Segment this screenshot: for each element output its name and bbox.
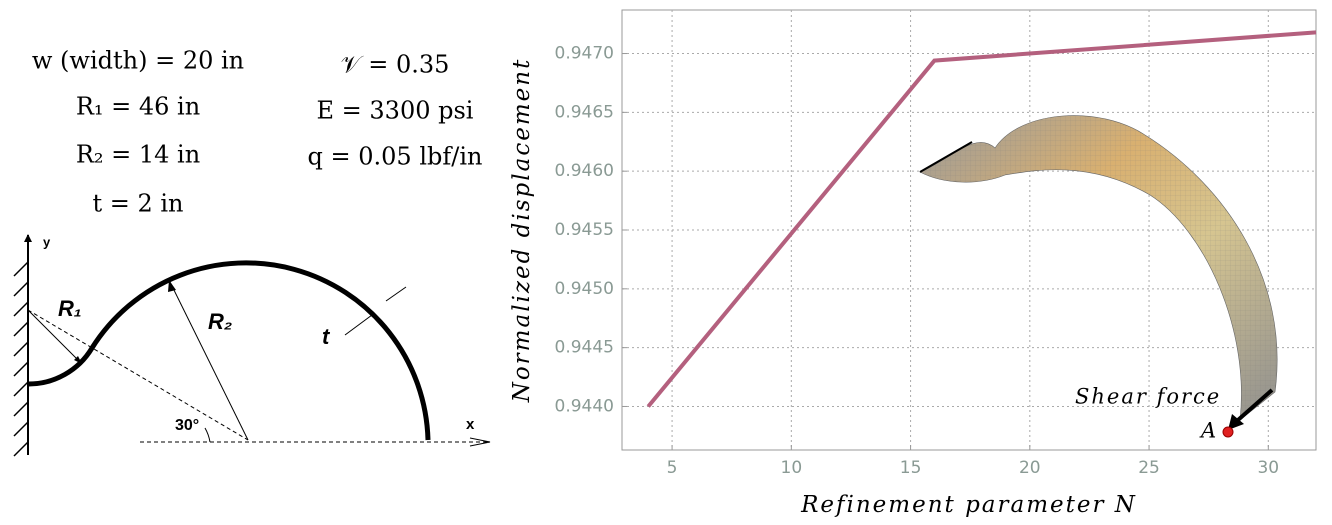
y-tick-label: 0.9465 <box>555 102 614 122</box>
shell-profile <box>28 263 428 440</box>
thickness-arrow <box>345 315 372 335</box>
y-tick-label: 0.9470 <box>555 44 614 64</box>
x-tick-label: 25 <box>1138 458 1160 478</box>
parameter: w (width) = 20 in <box>32 47 244 75</box>
annotation: A <box>1199 419 1216 443</box>
parameter: E = 3300 psi <box>317 97 474 125</box>
parameter: R₁ = 46 in <box>76 93 200 121</box>
angle-label: 30° <box>175 417 199 434</box>
point-a <box>1223 427 1233 437</box>
x-tick-label: 10 <box>781 458 803 478</box>
parameter: t = 2 in <box>92 190 183 218</box>
y-tick-label: 0.9440 <box>555 396 614 416</box>
x-tick-label: 5 <box>667 458 678 478</box>
y-axis-label: Normalized displacement <box>509 58 535 404</box>
x-axis-label: Refinement parameter N <box>800 492 1137 518</box>
figure-canvas: w (width) = 20 in R₁ = 46 in R₂ = 14 in … <box>0 0 1332 525</box>
x-tick-label: 30 <box>1257 458 1279 478</box>
thickness-arrow <box>386 287 406 301</box>
parameter: q = 0.05 lbf/in <box>308 143 483 171</box>
axis-label: y <box>43 234 51 249</box>
axis-label: x <box>466 416 475 433</box>
y-tick-label: 0.9455 <box>555 220 614 240</box>
x-tick-label: 15 <box>900 458 922 478</box>
parameter: R₂ = 14 in <box>76 141 200 169</box>
annotation: Shear force <box>1075 385 1221 409</box>
y-tick-label: 0.9445 <box>555 338 614 358</box>
wall-hatch <box>14 262 28 456</box>
radius-label: R₁ <box>58 296 82 321</box>
geometry-sketch: y x R₁ R₂ t 30° <box>14 234 490 456</box>
y-tick-label: 0.9450 <box>555 279 614 299</box>
x-tick-label: 20 <box>1019 458 1041 478</box>
angle-arc <box>205 428 210 442</box>
y-tick-label: 0.9460 <box>555 161 614 181</box>
arrow-head <box>24 234 32 242</box>
thickness-label: t <box>322 324 331 349</box>
parameter: 𝒱 = 0.35 <box>341 51 450 79</box>
figure: w (width) = 20 in R₁ = 46 in R₂ = 14 in … <box>0 0 1332 525</box>
radius-label: R₂ <box>208 309 232 334</box>
